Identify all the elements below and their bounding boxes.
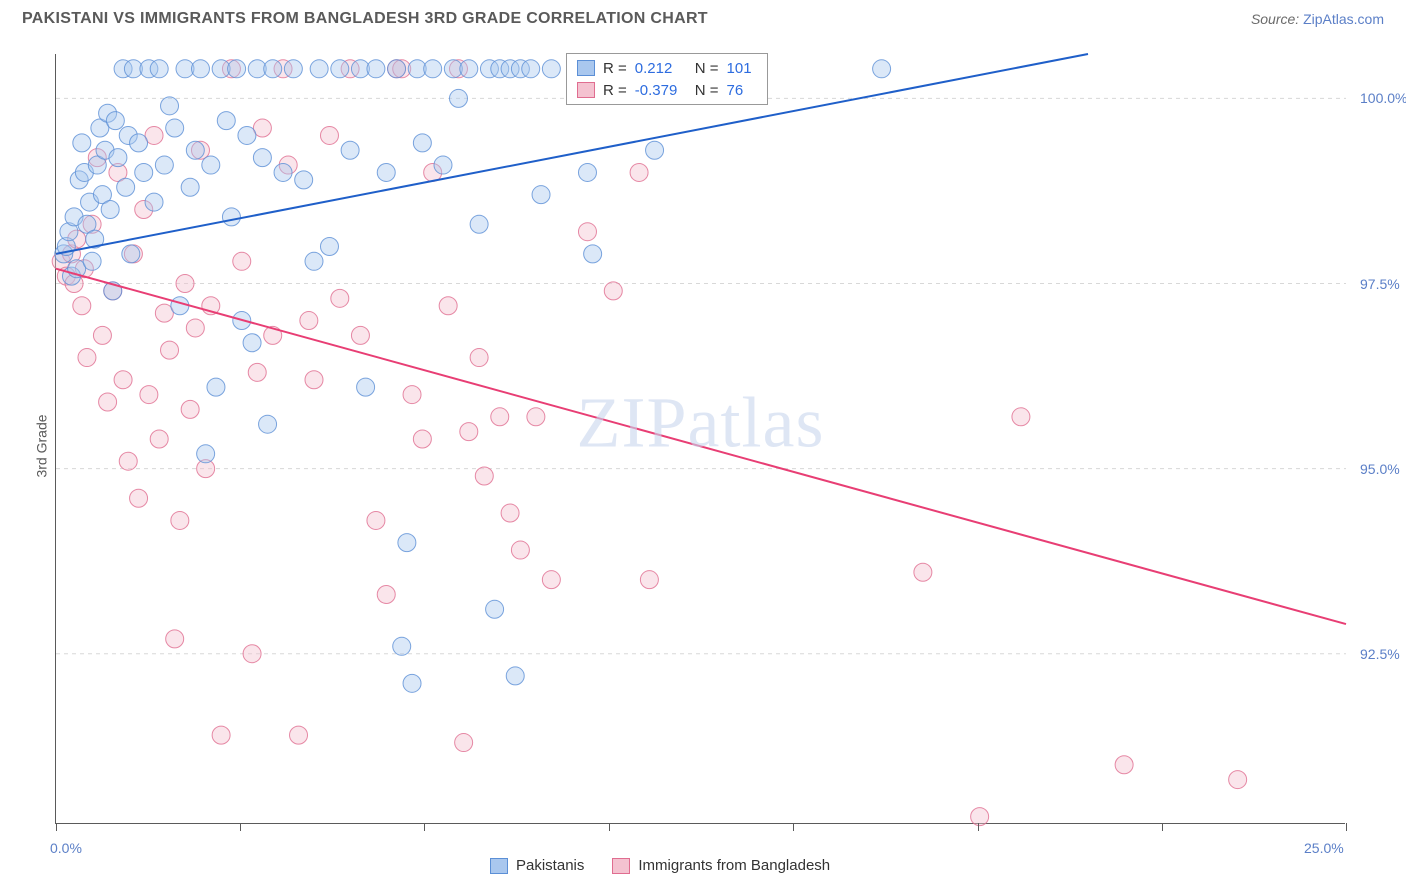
x-tick xyxy=(609,823,610,831)
y-tick-label: 97.5% xyxy=(1360,276,1400,292)
legend-n-prefix: N = xyxy=(695,60,719,77)
x-tick xyxy=(793,823,794,831)
x-tick xyxy=(424,823,425,831)
plot-area: ZIPatlas R =0.212N =101R =-0.379N =76 92… xyxy=(55,54,1345,824)
source-label: Source: xyxy=(1251,11,1299,27)
x-tick xyxy=(978,823,979,831)
y-tick-label: 92.5% xyxy=(1360,646,1400,662)
legend-n-value: 101 xyxy=(727,60,757,77)
legend-series-name: Pakistanis xyxy=(516,857,584,874)
legend-rn-row: R = -0.379 N = 76 xyxy=(577,79,757,101)
legend-swatch xyxy=(612,858,630,874)
legend-n-prefix: N = xyxy=(695,82,719,99)
chart-svg xyxy=(56,54,1346,824)
chart-title: PAKISTANI VS IMMIGRANTS FROM BANGLADESH … xyxy=(22,10,708,28)
x-tick xyxy=(1346,823,1347,831)
y-axis-label: 3rd Grade xyxy=(34,414,50,477)
legend-swatch xyxy=(490,858,508,874)
title-row: PAKISTANI VS IMMIGRANTS FROM BANGLADESH … xyxy=(0,0,1406,34)
y-tick-label: 95.0% xyxy=(1360,461,1400,477)
legend-r-prefix: R = xyxy=(603,60,627,77)
legend-item: Pakistanis xyxy=(490,857,584,874)
legend-swatch xyxy=(577,82,595,98)
chart-container: PAKISTANI VS IMMIGRANTS FROM BANGLADESH … xyxy=(0,0,1406,892)
x-tick xyxy=(56,823,57,831)
legend-r-value: -0.379 xyxy=(635,82,687,99)
legend-rn-row: R = 0.212 N = 101 xyxy=(577,57,757,79)
source-link[interactable]: ZipAtlas.com xyxy=(1303,11,1384,27)
legend-item: Immigrants from Bangladesh xyxy=(612,857,830,874)
legend-series-name: Immigrants from Bangladesh xyxy=(638,857,830,874)
legend-n-value: 76 xyxy=(727,82,757,99)
legend-swatch xyxy=(577,60,595,76)
series-legend: Pakistanis Immigrants from Bangladesh xyxy=(490,857,830,874)
x-tick-label: 0.0% xyxy=(50,840,82,856)
y-tick-label: 100.0% xyxy=(1360,90,1406,106)
x-tick-label: 25.0% xyxy=(1304,840,1344,856)
source-attribution: Source: ZipAtlas.com xyxy=(1251,11,1384,27)
legend-r-value: 0.212 xyxy=(635,60,687,77)
legend-r-prefix: R = xyxy=(603,82,627,99)
x-tick xyxy=(1162,823,1163,831)
x-tick xyxy=(240,823,241,831)
correlation-legend: R = 0.212 N = 101 R = -0.379 N = 76 xyxy=(566,53,768,105)
